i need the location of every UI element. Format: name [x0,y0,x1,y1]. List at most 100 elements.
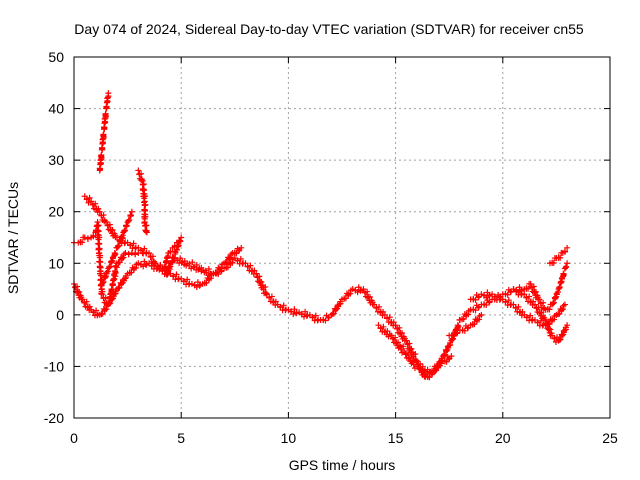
data-point [173,271,180,278]
data-point [262,283,269,290]
data-point [563,264,570,271]
x-tick-label: 15 [388,430,404,446]
data-point [130,240,137,247]
data-point [347,290,354,297]
data-point [229,259,236,266]
data-point [156,266,163,273]
data-point [527,280,534,287]
data-point [74,283,81,290]
data-point [557,336,564,343]
data-point [546,321,553,328]
data-point [149,253,156,260]
data-point [142,201,149,208]
x-tick-label: 20 [495,430,511,446]
data-point [413,358,420,365]
data-point [142,213,149,220]
x-tick-label: 10 [281,430,297,446]
plot-frame [73,56,611,419]
data-point [301,313,307,320]
x-tick-label: 0 [70,430,78,446]
data-point [244,263,251,270]
data-point [412,350,419,357]
data-point [291,306,298,313]
x-axis-label: GPS time / hours [289,457,396,473]
data-point [83,298,90,305]
data-point [406,340,413,347]
data-point [556,283,563,290]
data-point [266,294,273,301]
data-point [95,222,102,229]
data-point [146,249,153,256]
data-point [116,284,123,291]
data-point [550,259,557,266]
data-point [527,312,534,319]
data-point [531,301,538,308]
data-point [214,269,221,276]
data-point [164,268,171,275]
data-point [140,181,147,188]
data-point [238,244,245,251]
data-point [523,294,530,301]
data-point [396,324,403,331]
data-point [184,276,191,283]
data-point [227,254,234,261]
data-point [483,294,490,301]
data-point [536,296,543,303]
data-point [121,227,128,234]
data-point [384,315,391,322]
data-point [364,288,371,295]
data-point [550,299,557,306]
data-point [141,245,148,252]
data-point [337,300,344,307]
data-point [400,343,407,350]
data-point [475,316,482,323]
data-point [116,259,123,266]
data-point [103,306,110,313]
data-point [525,285,532,292]
data-point [193,283,200,290]
data-point [142,193,149,200]
data-point [253,270,260,277]
data-point [515,289,522,296]
data-point [157,261,164,268]
data-point [495,292,502,299]
y-tick-label: 10 [48,255,64,271]
data-point [478,311,485,318]
data-point [102,111,109,118]
data-point [189,259,196,266]
data-point [138,170,145,177]
data-point [106,263,113,270]
data-point [530,283,537,290]
data-point [100,212,107,219]
data-point [562,326,569,333]
data-point [505,297,512,304]
data-point [98,291,105,298]
data-point [166,263,173,270]
y-tick-label: -10 [44,358,64,374]
data-point [125,251,132,258]
data-point [224,259,231,266]
data-point [564,322,571,329]
data-point [120,254,127,261]
data-point [97,252,104,259]
data-point [178,234,185,241]
data-point [280,302,287,309]
data-point [96,208,103,215]
data-point [302,308,309,315]
data-point [132,251,139,258]
data-point [169,259,176,266]
data-point [90,233,97,240]
data-point [551,316,558,323]
data-point [360,286,367,293]
data-point [312,312,319,319]
data-point [128,212,135,219]
data-point [386,314,393,321]
y-tick-label: -20 [44,410,64,426]
data-point [93,307,100,314]
data-point [79,239,86,246]
data-point [203,279,210,286]
data-point [92,200,99,207]
data-point [106,221,113,228]
data-point [97,270,104,277]
data-point [342,295,349,302]
